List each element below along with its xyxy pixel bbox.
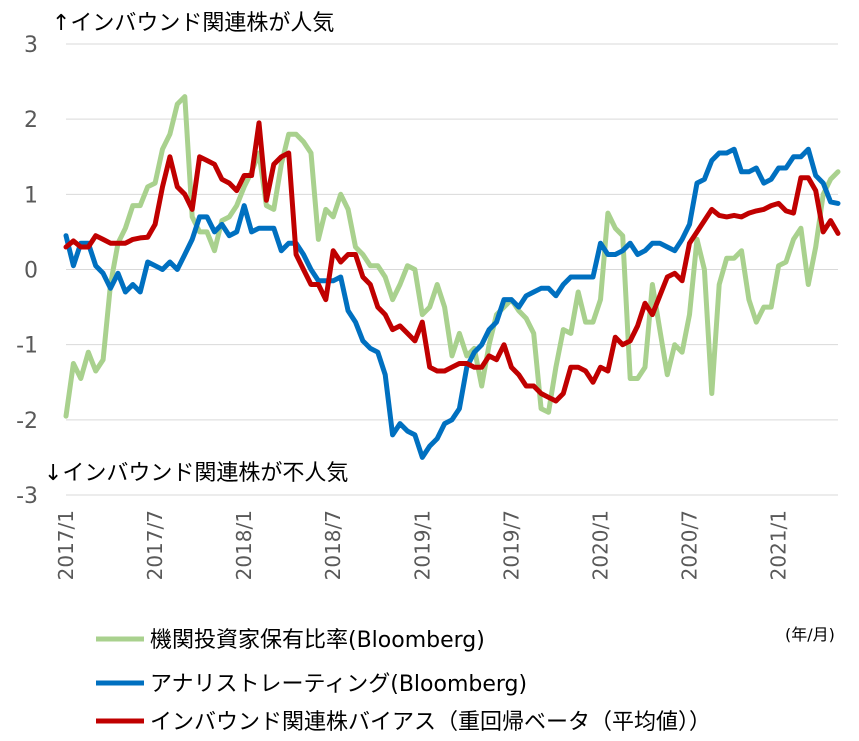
legend-label-0: 機関投資家保有比率(Bloomberg) bbox=[150, 628, 485, 653]
legend-label-1: アナリストレーティング(Bloomberg) bbox=[150, 672, 527, 697]
x-tick-label: 2019/1 bbox=[410, 510, 434, 580]
x-axis-ticks: 2017/1 2017/7 2018/1 2018/7 2019/1 2019/7 2020… bbox=[54, 510, 859, 580]
annotation-bottom: ↓インバウンド関連株が不人気 bbox=[44, 461, 348, 486]
y-tick-label: 1 bbox=[24, 183, 38, 208]
y-tick-label: 2 bbox=[24, 108, 38, 133]
x-tick-label: 2018/1 bbox=[232, 510, 256, 580]
x-unit-label: (年/月) bbox=[785, 625, 835, 644]
legend-label-2: インバウンド関連株バイアス（重回帰ベータ（平均値）） bbox=[150, 710, 711, 735]
x-tick-label: 2020/7 bbox=[678, 510, 702, 580]
y-tick-label: -1 bbox=[16, 334, 38, 359]
series-line-2 bbox=[63, 120, 841, 404]
x-tick-label: 2017/7 bbox=[143, 510, 167, 580]
x-tick-label: 2021/1 bbox=[767, 510, 791, 580]
x-tick-label: 2019/7 bbox=[499, 510, 523, 580]
series-line-0 bbox=[63, 94, 841, 419]
legend: 機関投資家保有比率(Bloomberg) アナリストレーティング(Bloomber… bbox=[96, 628, 711, 735]
y-tick-label: 0 bbox=[24, 259, 38, 284]
x-tick-label: 2021/7 bbox=[856, 510, 859, 580]
y-axis-ticks: 3 2 1 0 -1 -2 -3 bbox=[16, 33, 38, 509]
x-tick-label: 2020/1 bbox=[588, 510, 612, 580]
y-tick-label: 3 bbox=[24, 33, 38, 58]
y-tick-label: -3 bbox=[16, 484, 38, 509]
annotation-top: ↑インバウンド関連株が人気 bbox=[52, 11, 334, 36]
x-tick-label: 2017/1 bbox=[54, 510, 78, 580]
series-line-1 bbox=[63, 146, 841, 460]
x-tick-label: 2018/7 bbox=[321, 510, 345, 580]
series-lines bbox=[63, 94, 841, 460]
y-tick-label: -2 bbox=[16, 409, 38, 434]
